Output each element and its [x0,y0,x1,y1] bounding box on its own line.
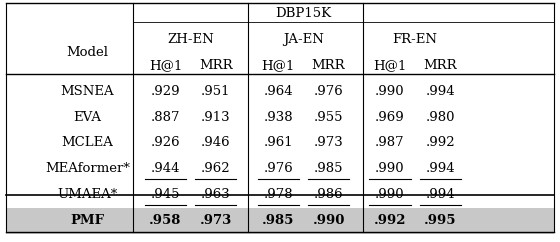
Text: .938: .938 [264,111,293,124]
Text: .978: .978 [264,188,293,201]
Text: .994: .994 [426,188,455,201]
Text: .926: .926 [151,136,180,150]
Text: .990: .990 [375,85,405,98]
Text: .990: .990 [375,188,405,201]
Text: .985: .985 [314,162,343,175]
Text: .980: .980 [426,111,455,124]
Text: .985: .985 [262,214,295,227]
Text: H@1: H@1 [374,59,407,72]
Text: DBP15K: DBP15K [275,7,331,20]
Text: .995: .995 [424,214,456,227]
Text: .987: .987 [375,136,405,150]
Text: .951: .951 [201,85,231,98]
Text: MRR: MRR [423,59,457,72]
Text: EVA: EVA [73,111,101,124]
Text: .963: .963 [201,188,231,201]
Text: .961: .961 [264,136,293,150]
Text: .990: .990 [312,214,345,227]
Text: UMAEA*: UMAEA* [57,188,118,201]
Text: .887: .887 [151,111,180,124]
Text: MEAformer*: MEAformer* [45,162,130,175]
Text: .955: .955 [314,111,343,124]
Text: MSNEA: MSNEA [60,85,114,98]
Text: ZH-EN: ZH-EN [167,33,214,46]
Text: .990: .990 [375,162,405,175]
Text: .992: .992 [426,136,455,150]
Text: MRR: MRR [199,59,232,72]
Text: .969: .969 [375,111,405,124]
Text: .945: .945 [151,188,180,201]
Text: .929: .929 [151,85,180,98]
Text: .944: .944 [151,162,180,175]
Text: .958: .958 [150,214,181,227]
FancyBboxPatch shape [6,208,554,234]
Text: .994: .994 [426,162,455,175]
Text: .976: .976 [314,85,343,98]
Text: .913: .913 [201,111,231,124]
Text: .986: .986 [314,188,343,201]
Text: .976: .976 [263,162,293,175]
Text: H@1: H@1 [262,59,295,72]
Text: Model: Model [66,46,108,59]
Text: .973: .973 [314,136,343,150]
Text: .994: .994 [426,85,455,98]
Text: .992: .992 [374,214,407,227]
Text: .962: .962 [201,162,231,175]
Text: .946: .946 [201,136,231,150]
Text: MRR: MRR [312,59,346,72]
Text: .973: .973 [199,214,232,227]
Text: JA-EN: JA-EN [283,33,324,46]
Text: PMF: PMF [70,214,104,227]
Text: .964: .964 [264,85,293,98]
Text: MCLEA: MCLEA [62,136,113,150]
Text: FR-EN: FR-EN [393,33,438,46]
Text: H@1: H@1 [149,59,182,72]
